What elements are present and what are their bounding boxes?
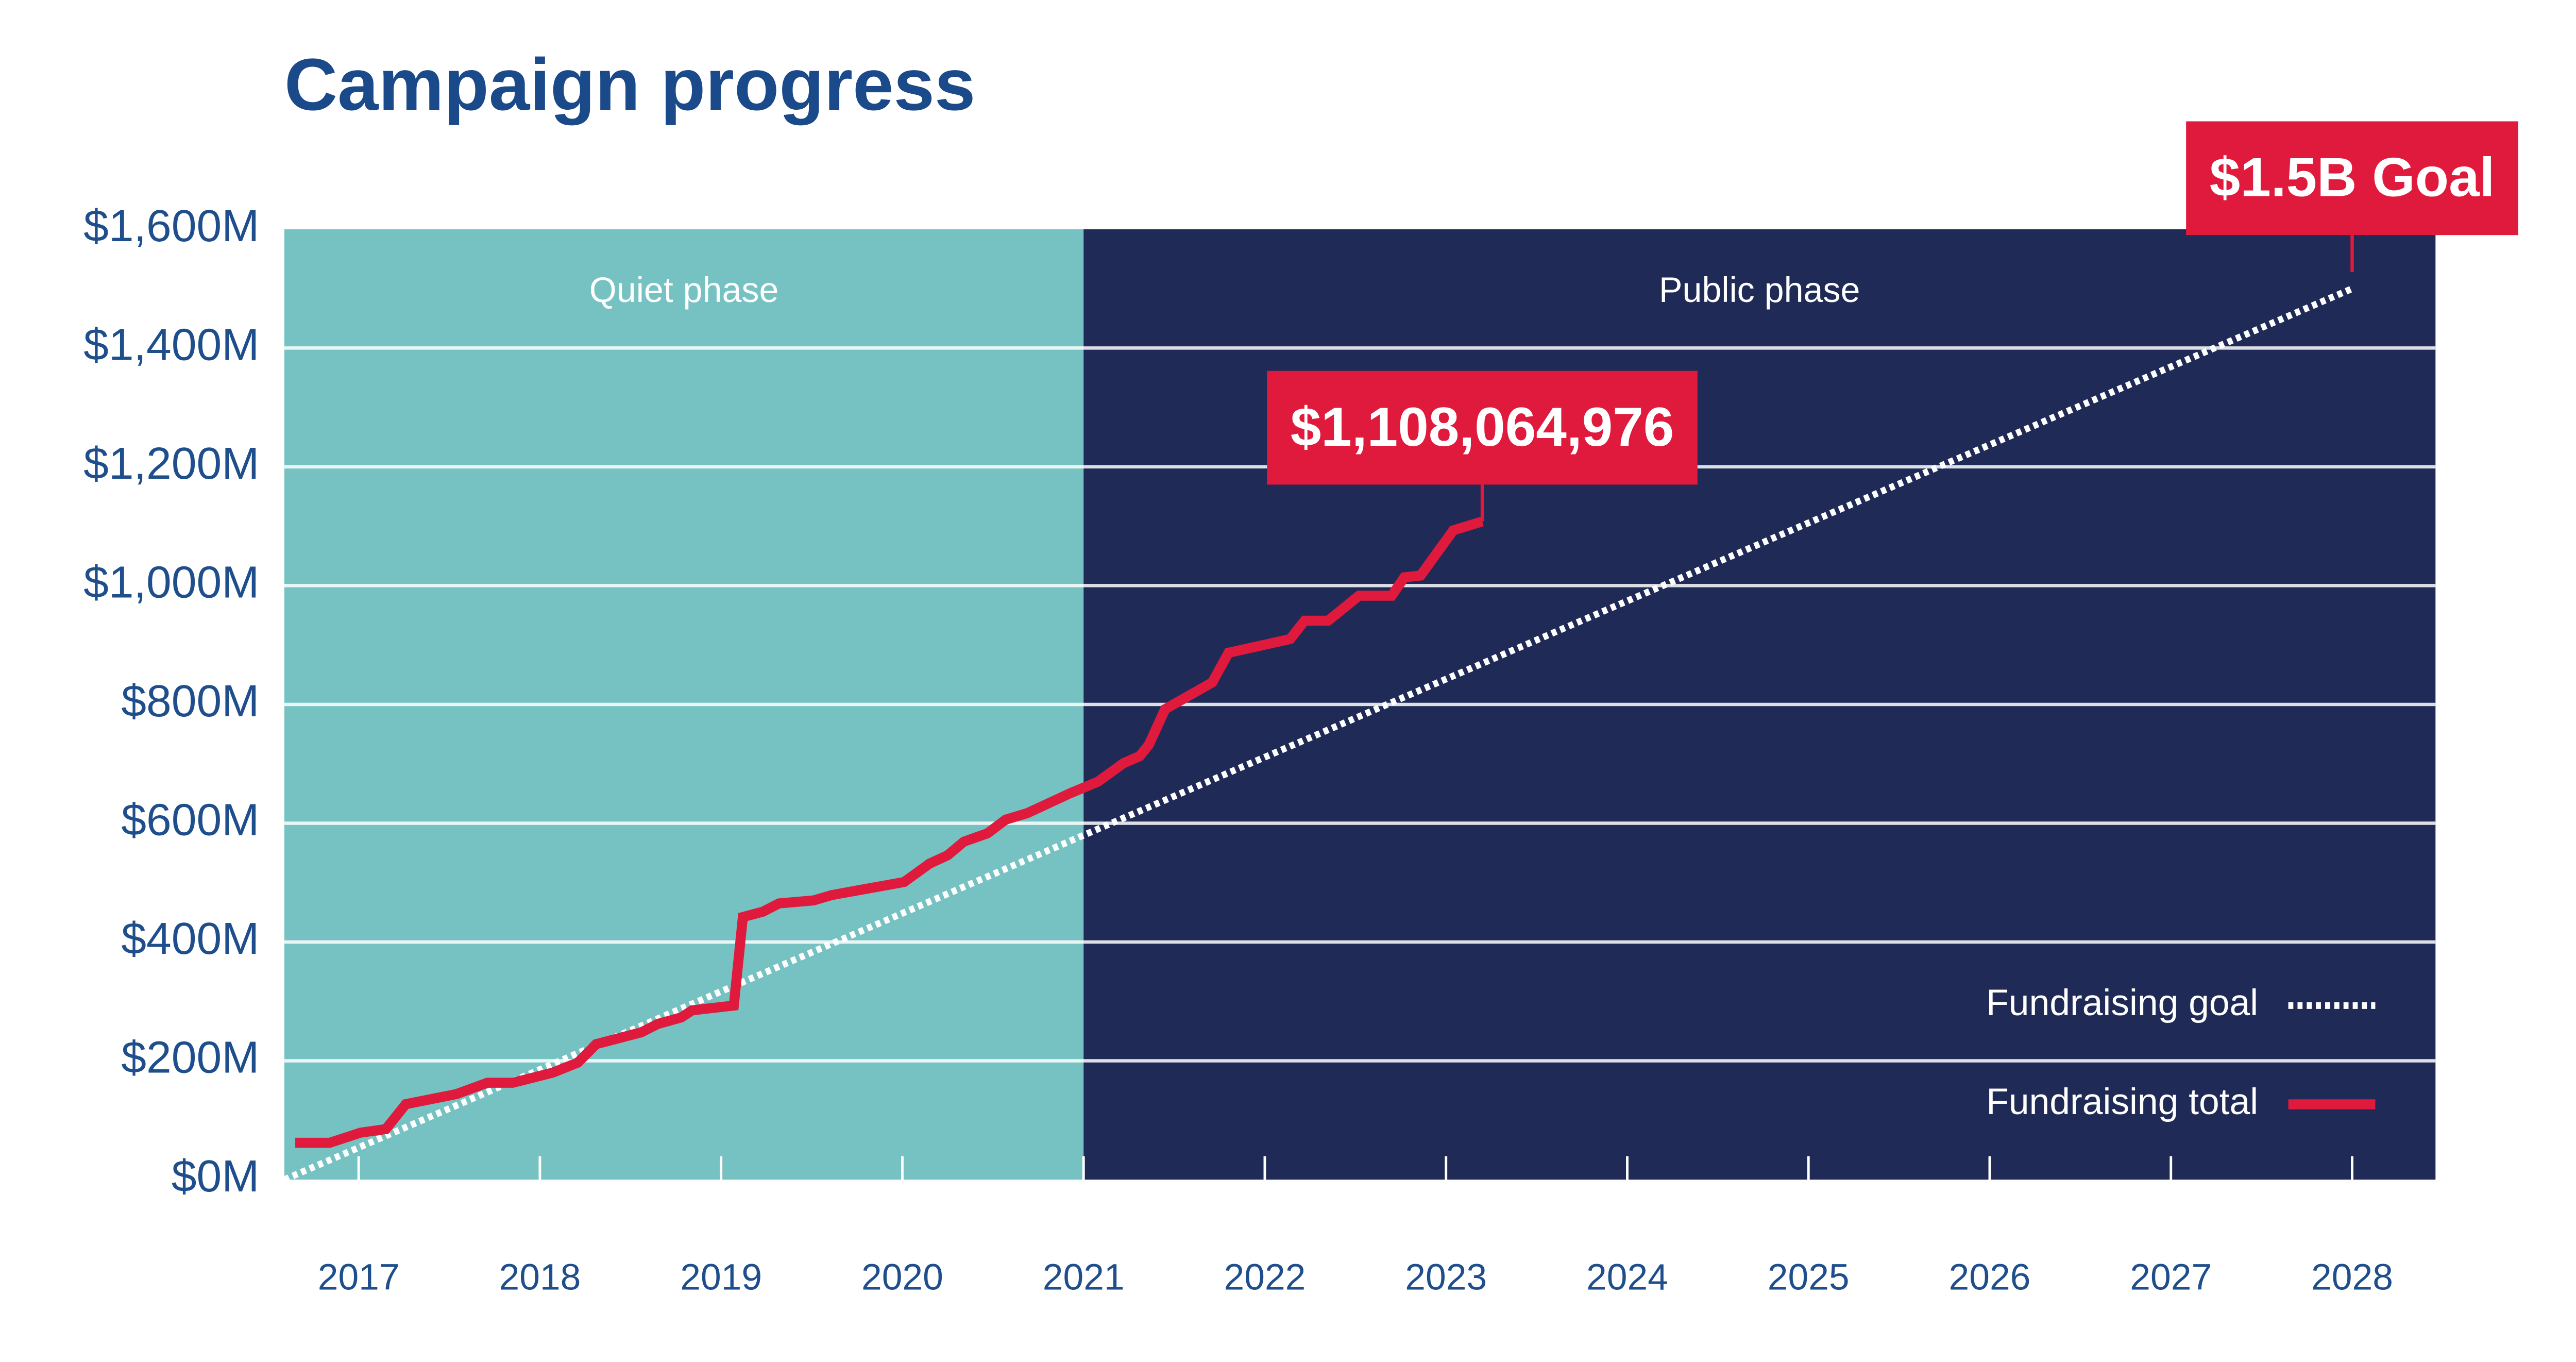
x-tick-label: 2027 bbox=[2130, 1257, 2212, 1298]
annotation-text: $1,108,064,976 bbox=[1291, 396, 1674, 458]
x-tick-label: 2018 bbox=[499, 1257, 581, 1298]
x-tick-label: 2019 bbox=[680, 1257, 762, 1298]
x-tick-label: 2021 bbox=[1043, 1257, 1125, 1298]
y-tick-label: $1,200M bbox=[83, 438, 259, 489]
x-tick-label: 2020 bbox=[861, 1257, 943, 1298]
x-tick-label: 2024 bbox=[1586, 1257, 1668, 1298]
x-tick-label: 2023 bbox=[1405, 1257, 1487, 1298]
chart-title: Campaign progress bbox=[284, 44, 975, 126]
x-tick-label: 2022 bbox=[1224, 1257, 1306, 1298]
series-line bbox=[283, 285, 2354, 1183]
y-tick-label: $0M bbox=[172, 1151, 260, 1201]
y-tick-label: $1,000M bbox=[83, 557, 259, 608]
y-tick-label: $1,400M bbox=[83, 320, 259, 370]
x-tick-label: 2025 bbox=[1768, 1257, 1850, 1298]
annotation-box bbox=[1267, 371, 1698, 485]
phase-label: Public phase bbox=[1659, 271, 1860, 310]
y-tick-label: $200M bbox=[121, 1032, 259, 1083]
phase-label: Quiet phase bbox=[589, 271, 779, 310]
y-tick-label: $800M bbox=[121, 676, 259, 726]
x-tick-label: 2026 bbox=[1949, 1257, 2031, 1298]
x-tick-label: 2028 bbox=[2311, 1257, 2393, 1298]
legend-label: Fundraising goal bbox=[1986, 982, 2258, 1023]
series-line bbox=[295, 516, 1484, 1148]
x-tick-label: 2017 bbox=[318, 1257, 400, 1298]
y-tick-label: $600M bbox=[121, 795, 259, 845]
annotation-box bbox=[2186, 121, 2518, 236]
annotation-text: $1.5B Goal bbox=[2210, 146, 2495, 208]
y-tick-label: $400M bbox=[121, 913, 259, 964]
legend-label: Fundraising total bbox=[1986, 1081, 2258, 1122]
y-tick-label: $1,600M bbox=[83, 200, 259, 251]
